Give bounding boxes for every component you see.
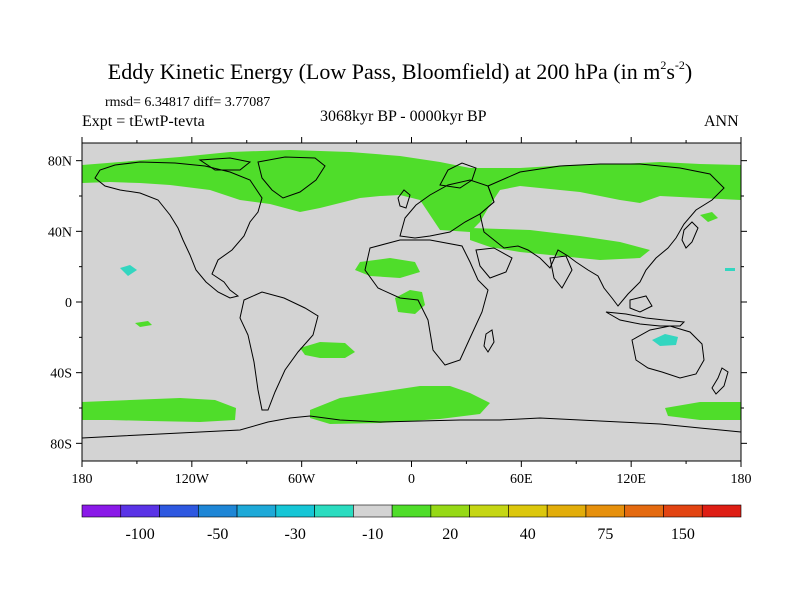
colorbar-label: 150 (671, 526, 695, 543)
colorbar-label: -50 (207, 526, 228, 543)
anomaly-region-positive (300, 342, 355, 358)
latitude-axis: 80N 40N 0 40S 80S (48, 155, 747, 452)
colorbar-swatch (430, 504, 470, 518)
colorbar-label: -100 (125, 526, 154, 543)
colorbar-swatch (391, 504, 432, 518)
colorbar-label: -10 (362, 526, 383, 543)
coastline-australia (631, 325, 705, 379)
colorbar-swatch (197, 504, 238, 518)
anomaly-region-positive (395, 290, 425, 314)
colorbar-label: 20 (442, 526, 458, 543)
lat-tick-label: 80N (48, 155, 72, 170)
colorbar-swatch (81, 504, 122, 518)
coastline-madagascar (483, 329, 495, 353)
lon-tick-label: 0 (408, 472, 415, 487)
negative-anomaly-regions (120, 265, 735, 346)
lat-tick-label: 80S (50, 437, 72, 452)
anomaly-region-positive (135, 321, 152, 327)
longitude-axis: 180 120W 60W 0 60E 120E 180 (72, 137, 752, 487)
coastline-borneo (629, 295, 653, 313)
anomaly-region-negative (725, 268, 735, 271)
colorbar-swatch (585, 504, 626, 518)
colorbar-swatch (159, 504, 199, 518)
stats-text: rmsd= 6.34817 diff= 3.77087 (105, 95, 271, 110)
positive-anomaly-regions (82, 150, 741, 424)
colorbar-swatch (353, 504, 393, 518)
coastline-arabia (475, 247, 513, 279)
coastline-scandinavia (439, 162, 477, 189)
colorbar-swatch (275, 504, 315, 518)
colorbar-labels: -100 -50 -30 -10 20 40 75 150 (125, 526, 694, 543)
anomaly-region-negative (120, 265, 137, 276)
lon-tick-label: 60E (510, 472, 533, 487)
season-label: ANN (704, 113, 739, 130)
coastline-great-britain (397, 189, 411, 209)
colorbar-swatch (314, 504, 354, 518)
lat-tick-label: 0 (65, 296, 72, 311)
coastline-asia (479, 163, 725, 307)
colorbar-swatch (236, 504, 277, 518)
lat-tick-label: 40N (48, 225, 72, 240)
period-label: 3068kyr BP - 0000kyr BP (320, 108, 487, 125)
colorbar-swatch (663, 504, 703, 518)
colorbar-swatch (624, 504, 664, 518)
colorbar-swatch (546, 504, 587, 518)
coastline-south-america (239, 291, 319, 411)
colorbar-swatch (508, 504, 548, 518)
lat-tick-label: 40S (50, 367, 72, 382)
anomaly-region-positive (665, 402, 741, 420)
coastline-new-zealand (711, 367, 729, 395)
coastline-north-america (94, 161, 263, 299)
colorbar (81, 504, 742, 518)
colorbar-swatch (701, 504, 742, 518)
coastline-indonesia (605, 311, 686, 327)
map-title: Eddy Kinetic Energy (Low Pass, Bloomfiel… (107, 58, 693, 84)
anomaly-region-positive (310, 386, 490, 424)
lon-tick-label: 120W (175, 472, 210, 487)
colorbar-label: -30 (285, 526, 306, 543)
colorbar-swatch (120, 504, 160, 518)
coastline-japan (681, 221, 699, 249)
anomaly-region-positive (470, 228, 650, 260)
colorbar-label: 40 (520, 526, 536, 543)
lon-tick-label: 120E (616, 472, 646, 487)
coastline-antarctica (81, 415, 742, 439)
coastline-india (549, 255, 573, 289)
coastline-greenland (257, 156, 326, 199)
lon-tick-label: 180 (731, 472, 752, 487)
colorbar-label: 75 (597, 526, 613, 543)
anomaly-region-positive (700, 212, 718, 222)
colorbar-swatch (469, 504, 509, 518)
coastline-africa (364, 239, 489, 366)
lon-tick-label: 60W (288, 472, 316, 487)
coastline-arctic-islands (198, 157, 252, 171)
anomaly-region-negative (652, 334, 678, 346)
anomaly-region-positive (82, 150, 741, 232)
coastlines (81, 156, 742, 439)
experiment-label: Expt = tEwtP-tevta (82, 113, 205, 130)
lon-tick-label: 180 (72, 472, 93, 487)
anomaly-region-positive (355, 258, 420, 278)
anomaly-region-positive (82, 398, 236, 422)
